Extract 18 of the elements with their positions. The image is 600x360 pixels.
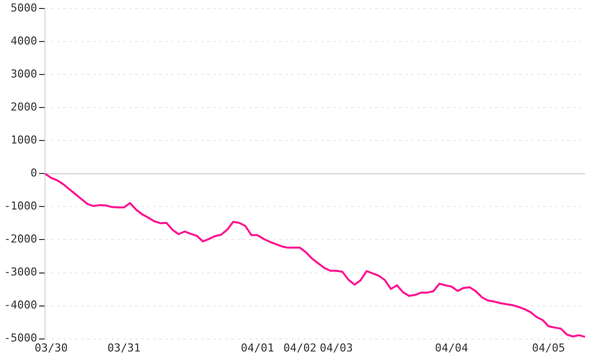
y-tick-label: 0: [30, 166, 38, 180]
y-tick-label: 3000: [10, 68, 38, 80]
y-tick-label: -5000: [4, 332, 38, 345]
x-tick-label: 04/03: [320, 341, 353, 354]
x-tick-label: 03/30: [34, 341, 68, 354]
x-tick-label: 04/01: [240, 341, 274, 354]
x-tick-label: 04/02: [283, 341, 316, 354]
x-tick-label: 04/04: [434, 341, 468, 354]
y-tick-label: 2000: [10, 100, 38, 114]
y-tick-label: 1000: [10, 134, 38, 147]
y-tick-label: -2000: [4, 232, 38, 246]
y-tick-label: 5000: [10, 1, 38, 14]
y-tick-label: -4000: [4, 298, 38, 312]
y-tick-label: -1000: [4, 200, 38, 213]
x-tick-label: 03/31: [107, 341, 141, 354]
x-tick-label: 04/05: [532, 341, 566, 354]
y-tick-label: 4000: [10, 34, 38, 48]
y-tick-label: -3000: [4, 266, 38, 279]
